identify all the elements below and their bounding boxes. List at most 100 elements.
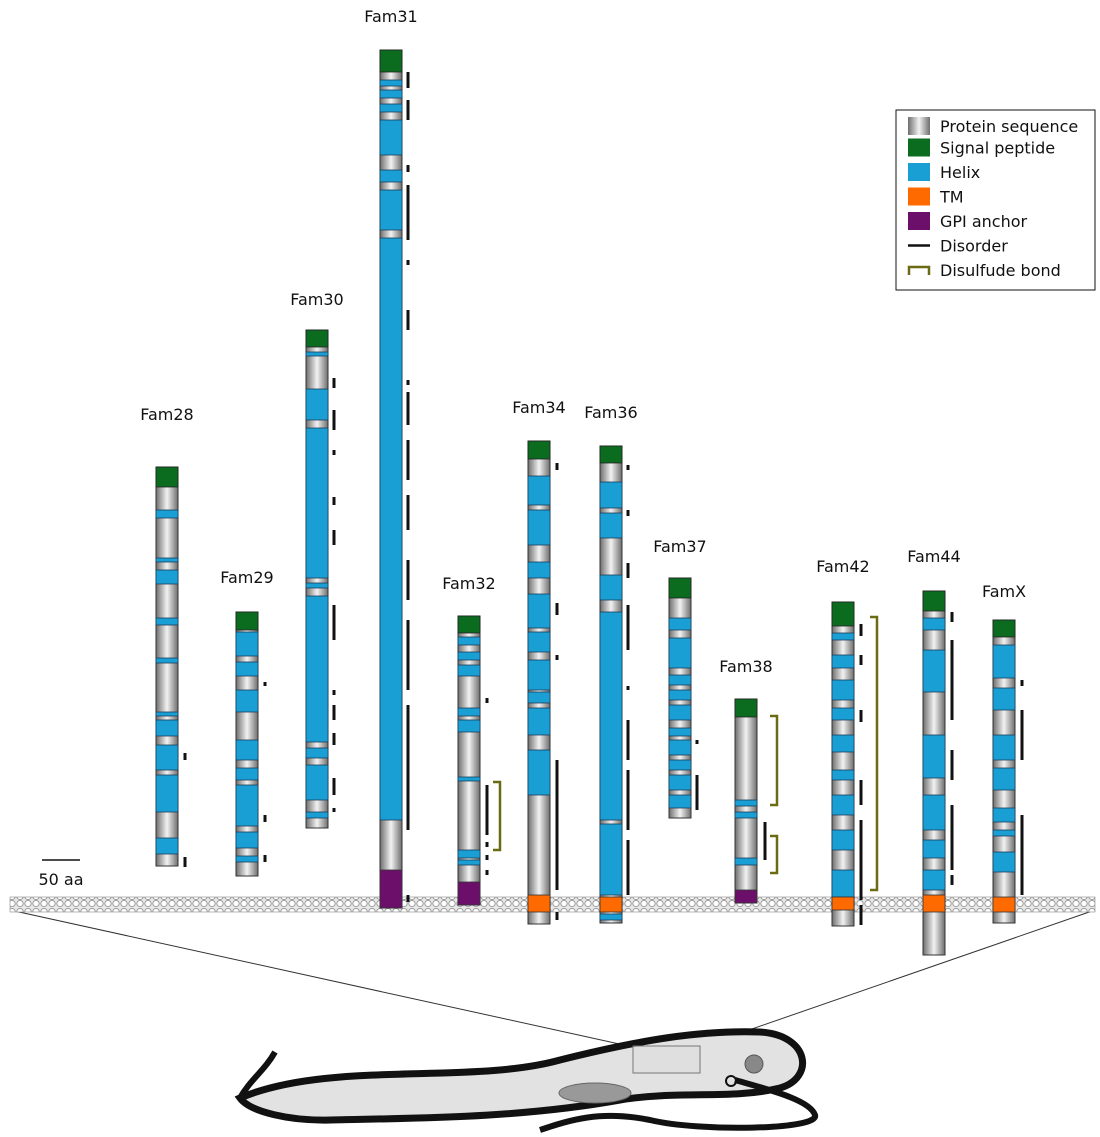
- family-label: FamX: [982, 582, 1026, 601]
- bottom-domain: [458, 882, 480, 905]
- signal-peptide: [923, 591, 945, 611]
- helix: [669, 740, 691, 755]
- helix: [993, 808, 1015, 822]
- helix: [600, 612, 622, 820]
- helix: [380, 190, 402, 230]
- helix: [236, 768, 258, 780]
- protein: FamX: [982, 582, 1026, 923]
- disulfide-bond: [870, 617, 877, 890]
- legend-swatch: [908, 139, 930, 157]
- helix: [735, 858, 757, 865]
- helix: [156, 570, 178, 584]
- helix: [528, 562, 550, 578]
- signal-peptide: [735, 699, 757, 717]
- bottom-domain: [528, 895, 550, 912]
- helix: [306, 596, 328, 742]
- helix: [923, 840, 945, 858]
- signal-peptide: [528, 441, 550, 459]
- signal-peptide: [236, 612, 258, 630]
- disulfide-bond: [770, 836, 777, 873]
- helix: [832, 708, 854, 720]
- helix: [993, 852, 1015, 872]
- helix: [923, 870, 945, 890]
- helix: [832, 795, 854, 815]
- helix: [458, 777, 480, 781]
- helix: [669, 775, 691, 790]
- helix: [669, 760, 691, 770]
- scale-bar-label: 50 aa: [38, 870, 83, 889]
- helix: [923, 795, 945, 830]
- family-label: Fam32: [442, 574, 495, 593]
- helix: [236, 740, 258, 760]
- helix: [923, 735, 945, 778]
- legend-label: TM: [939, 188, 964, 207]
- signal-peptide: [380, 50, 402, 72]
- helix: [832, 830, 854, 850]
- family-label: Fam37: [653, 537, 706, 556]
- helix: [832, 680, 854, 700]
- helix: [600, 824, 622, 895]
- helix: [306, 812, 328, 818]
- bottom-domain: [923, 895, 945, 912]
- helix: [306, 748, 328, 758]
- helix: [528, 510, 550, 545]
- family-label: Fam34: [512, 398, 565, 417]
- protein: Fam44: [907, 547, 960, 955]
- legend-label: Disorder: [940, 237, 1008, 256]
- helix: [993, 688, 1015, 710]
- protein: Fam34: [512, 398, 565, 924]
- helix: [528, 750, 550, 795]
- legend-swatch: [908, 188, 930, 206]
- family-label: Fam42: [816, 557, 869, 576]
- helix: [306, 583, 328, 588]
- helix: [993, 768, 1015, 790]
- helix: [458, 720, 480, 732]
- protein: Fam36: [584, 403, 637, 923]
- protein: Fam32: [442, 574, 500, 905]
- helix: [156, 775, 178, 812]
- helix: [156, 510, 178, 518]
- helix: [669, 675, 691, 685]
- legend-label: Protein sequence: [940, 117, 1078, 136]
- legend-label: Disulfude bond: [940, 261, 1061, 280]
- protein: Fam29: [220, 568, 273, 876]
- helix: [735, 800, 757, 806]
- signal-peptide: [306, 330, 328, 347]
- helix: [156, 712, 178, 716]
- protein: Fam31: [364, 7, 417, 908]
- protein: Fam37: [653, 537, 706, 818]
- helix: [528, 660, 550, 690]
- helix: [458, 708, 480, 716]
- bottom-domain: [735, 890, 757, 903]
- protein: Fam42: [816, 557, 877, 926]
- disulfide-bond: [493, 782, 500, 850]
- helix: [236, 832, 258, 848]
- legend-label: Signal peptide: [940, 139, 1055, 158]
- helix: [380, 238, 402, 820]
- helix: [156, 558, 178, 562]
- helix: [458, 665, 480, 676]
- helix: [993, 830, 1015, 836]
- signal-peptide: [993, 620, 1015, 637]
- helix: [600, 575, 622, 600]
- legend-swatch: [908, 117, 930, 135]
- helix: [669, 728, 691, 736]
- family-label: Fam28: [140, 405, 193, 424]
- helix: [236, 632, 258, 656]
- helix: [306, 389, 328, 420]
- helix: [832, 633, 854, 640]
- helix: [528, 708, 550, 735]
- legend-label: GPI anchor: [940, 212, 1028, 231]
- family-label: Fam38: [719, 657, 772, 676]
- helix: [306, 765, 328, 800]
- helix: [380, 80, 402, 86]
- family-label: Fam36: [584, 403, 637, 422]
- helix: [380, 104, 402, 112]
- signal-peptide: [458, 616, 480, 633]
- helix: [735, 812, 757, 818]
- helix: [458, 637, 480, 645]
- family-label: Fam30: [290, 290, 343, 309]
- helix: [832, 655, 854, 668]
- helix: [236, 785, 258, 826]
